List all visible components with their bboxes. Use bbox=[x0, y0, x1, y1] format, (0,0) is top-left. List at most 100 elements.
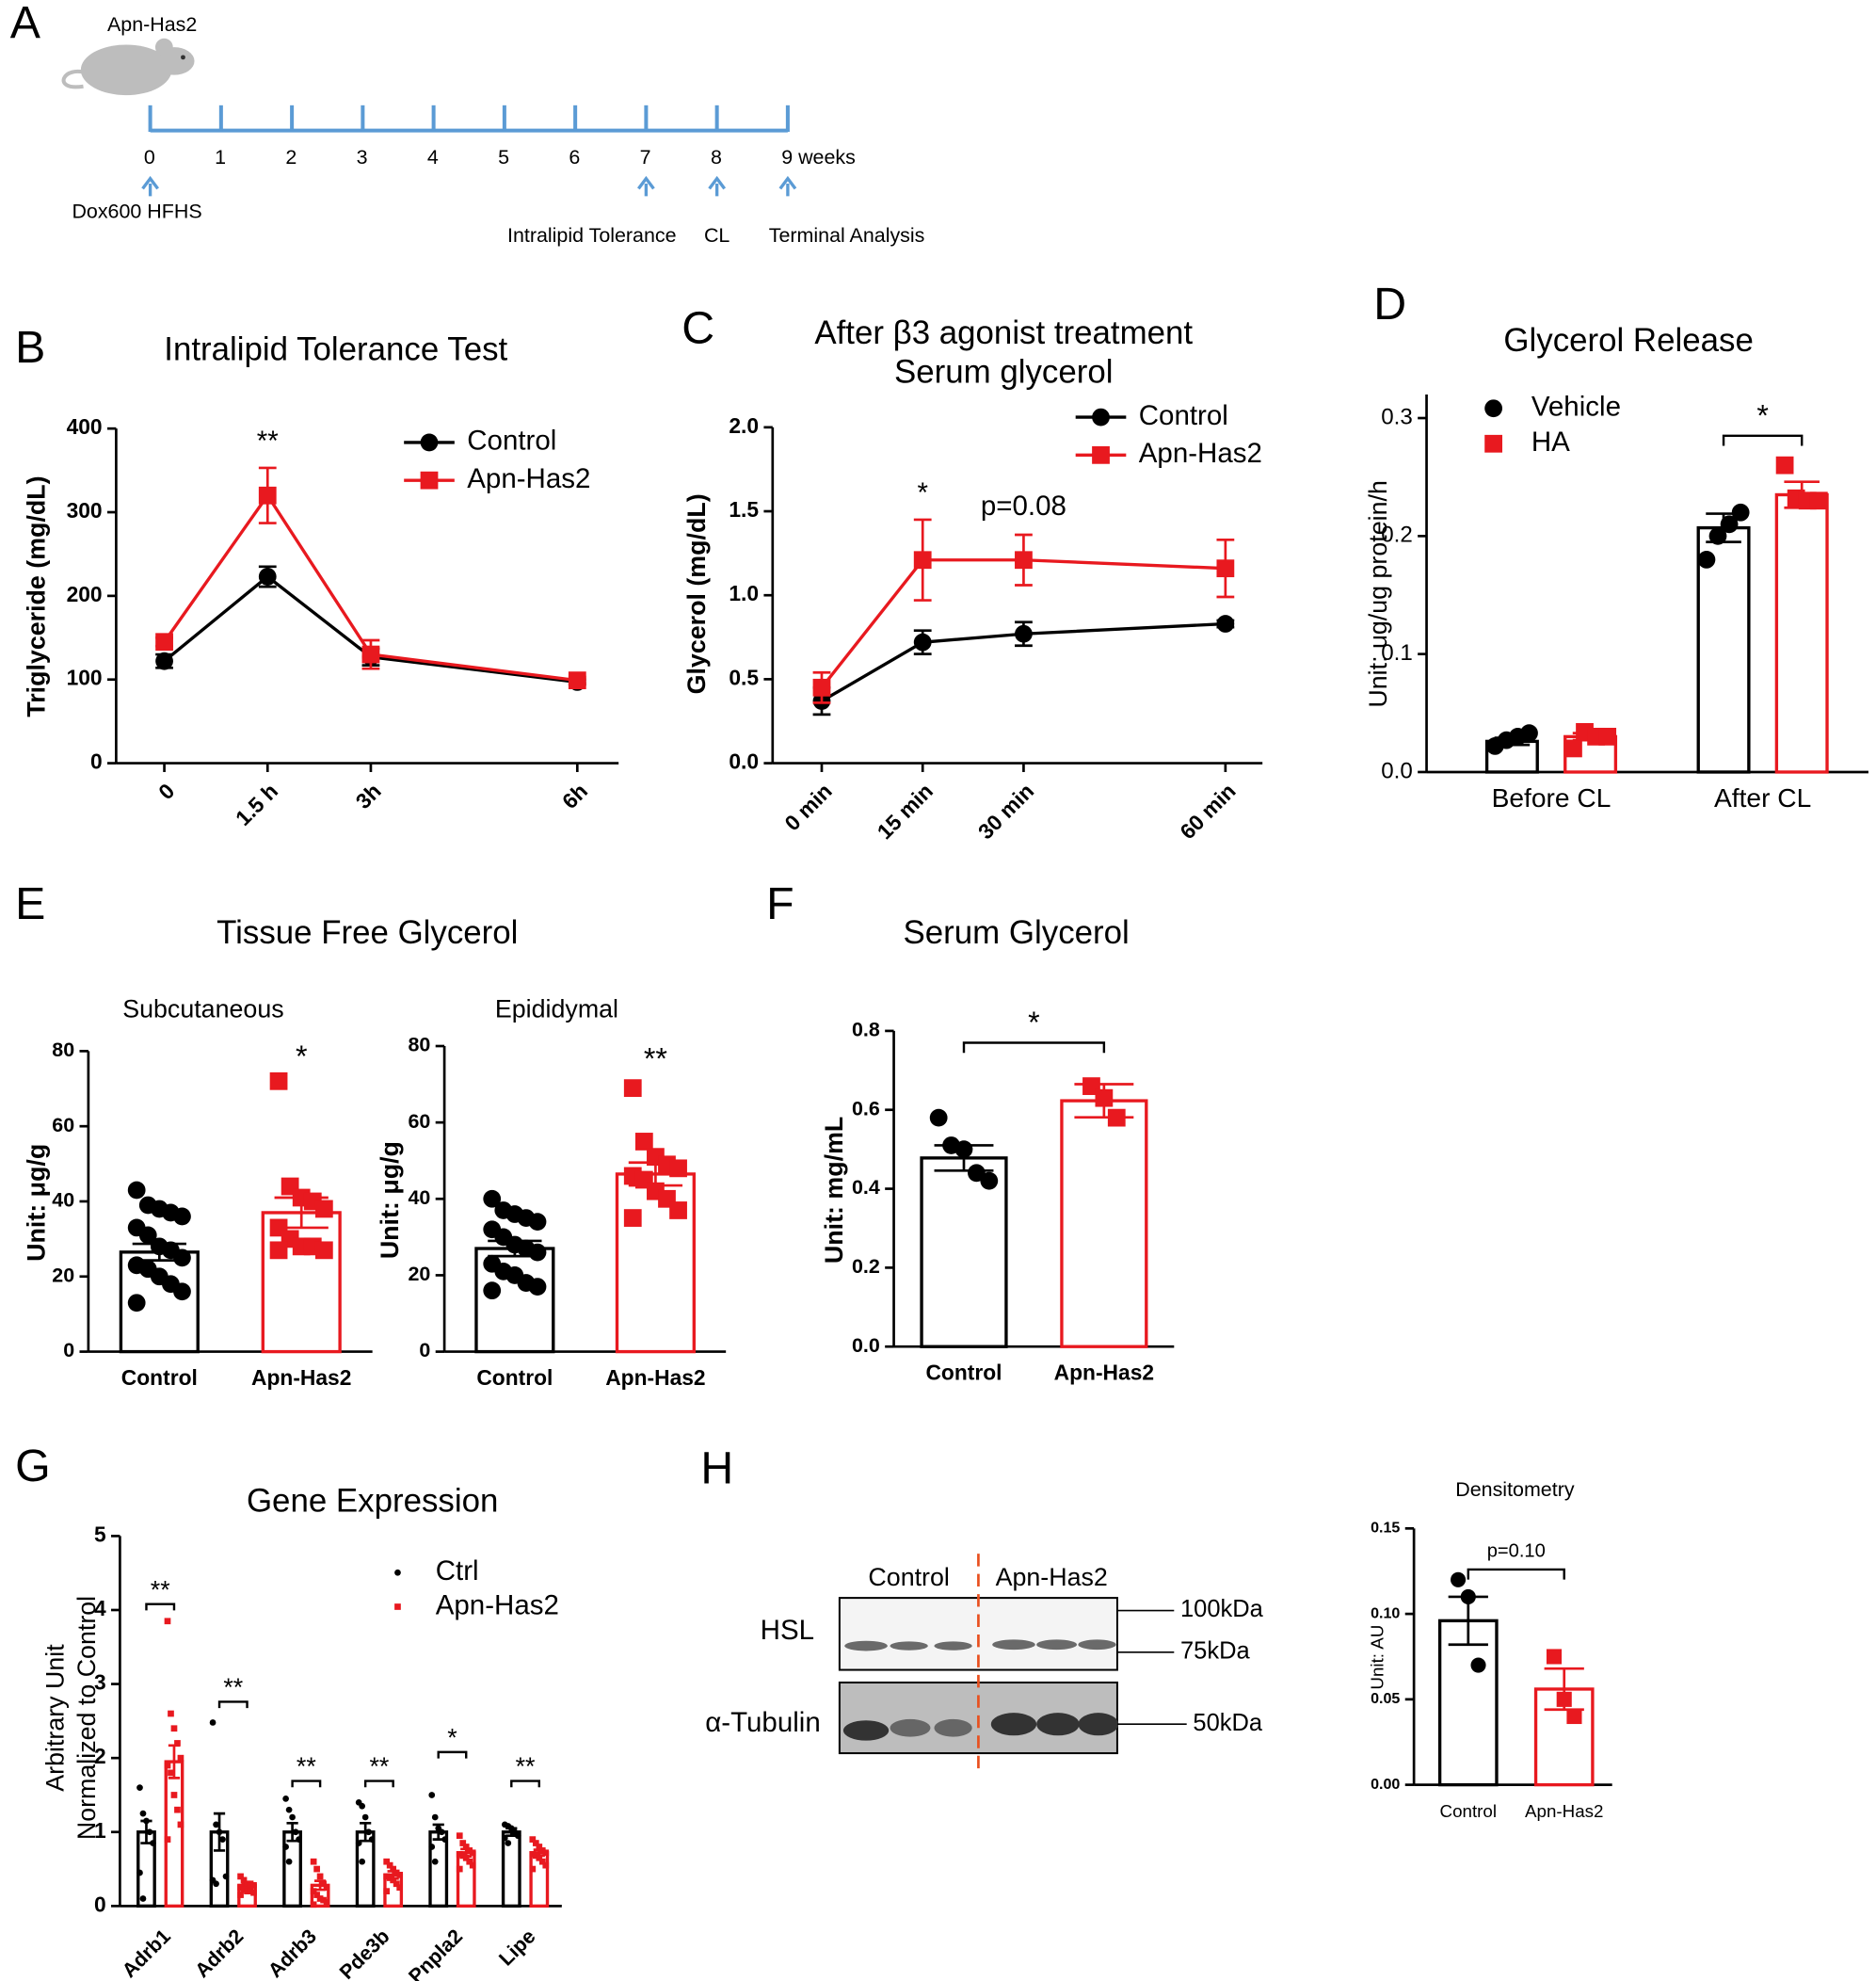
data-point bbox=[1107, 1108, 1126, 1127]
y-tick-label: 0.0 bbox=[852, 1334, 880, 1357]
data-point bbox=[285, 1858, 293, 1865]
chart-subtitle: Serum glycerol bbox=[894, 354, 1113, 391]
data-point bbox=[383, 1873, 391, 1880]
chart-title: Subcutaneous bbox=[122, 995, 283, 1023]
data-point bbox=[258, 568, 277, 586]
data-point bbox=[310, 1888, 317, 1894]
y-tick-label: 1.5 bbox=[729, 497, 759, 522]
y-tick-label: 0.0 bbox=[1381, 758, 1413, 783]
data-point bbox=[1720, 515, 1739, 534]
data-point bbox=[174, 1740, 181, 1747]
band bbox=[1078, 1639, 1116, 1651]
data-point bbox=[365, 1828, 373, 1836]
data-point bbox=[980, 1171, 999, 1190]
data-point bbox=[173, 1207, 191, 1226]
legend-marker bbox=[1092, 445, 1110, 464]
data-point bbox=[237, 1892, 244, 1898]
x-tick-label: Control bbox=[121, 1365, 198, 1390]
data-point bbox=[1015, 624, 1033, 643]
x-tick-label: Adrb1 bbox=[118, 1925, 175, 1981]
y-tick-label: 40 bbox=[408, 1186, 430, 1209]
data-point bbox=[316, 1873, 324, 1880]
band bbox=[842, 1720, 890, 1741]
timeline-tick-label: 8 bbox=[711, 146, 722, 169]
series-line bbox=[163, 492, 578, 683]
chart-title: Glycerol Release bbox=[1503, 322, 1753, 359]
series-line bbox=[163, 574, 578, 684]
tubulin-bands bbox=[842, 1713, 1119, 1741]
annotation: ** bbox=[257, 426, 279, 457]
x-tick-label: 1.5 h bbox=[231, 779, 282, 830]
panel-label: E bbox=[15, 878, 45, 929]
legend-label: Control bbox=[1139, 400, 1228, 431]
band bbox=[1036, 1713, 1080, 1736]
x-tick-label: Apn-Has2 bbox=[605, 1365, 705, 1390]
x-tick-label: Control bbox=[925, 1361, 1002, 1385]
legend-label: Control bbox=[467, 426, 556, 457]
series-line bbox=[821, 621, 1226, 703]
data-point bbox=[469, 1849, 476, 1857]
x-tick-label: Before CL bbox=[1492, 783, 1611, 813]
panel-label: C bbox=[681, 303, 714, 354]
data-point bbox=[316, 1895, 324, 1902]
size-marker-label: 100kDa bbox=[1180, 1596, 1264, 1622]
protein-label: HSL bbox=[761, 1615, 814, 1646]
data-point bbox=[1556, 1691, 1572, 1707]
data-point bbox=[314, 1200, 333, 1218]
significance-bracket bbox=[1722, 434, 1804, 446]
series-line bbox=[820, 558, 1226, 689]
data-point bbox=[138, 1226, 157, 1245]
y-tick-label: 0 bbox=[94, 1892, 106, 1916]
data-point bbox=[1451, 1571, 1467, 1587]
data-point bbox=[913, 633, 932, 652]
legend-marker bbox=[420, 433, 439, 452]
data-point bbox=[177, 1754, 184, 1762]
annotation: * bbox=[1756, 399, 1769, 433]
chart-title: After β3 agonist treatment bbox=[814, 314, 1193, 351]
data-point bbox=[320, 1880, 327, 1888]
data-point bbox=[1566, 1708, 1582, 1725]
x-tick-label: Pnpla2 bbox=[404, 1925, 467, 1981]
x-tick-label: Apn-Has2 bbox=[1054, 1361, 1154, 1385]
y-tick-label: 0.1 bbox=[1381, 640, 1413, 666]
data-point bbox=[812, 678, 831, 697]
data-point bbox=[462, 1844, 470, 1850]
timeline-annotation: Intralipid Tolerance bbox=[507, 224, 677, 247]
data-point bbox=[219, 1836, 226, 1843]
x-tick-label: 30 min bbox=[973, 779, 1038, 844]
data-point bbox=[213, 1880, 219, 1888]
bar bbox=[920, 1156, 1008, 1348]
data-point bbox=[1015, 551, 1033, 570]
annotation: ** bbox=[297, 1752, 316, 1780]
data-point bbox=[456, 1832, 463, 1840]
data-point bbox=[240, 1886, 248, 1893]
legend-label: Ctrl bbox=[436, 1555, 479, 1586]
y-axis-label: Unit: μg/g bbox=[376, 1141, 404, 1259]
data-point bbox=[127, 1294, 146, 1313]
data-point bbox=[355, 1840, 362, 1846]
data-point bbox=[1470, 1657, 1486, 1673]
significance-bracket bbox=[510, 1780, 541, 1788]
chart-title: Gene Expression bbox=[247, 1483, 498, 1520]
y-tick-label: 80 bbox=[408, 1034, 430, 1056]
bar bbox=[615, 1172, 696, 1354]
data-point bbox=[168, 1769, 174, 1777]
x-tick-label: After CL bbox=[1714, 783, 1811, 813]
data-point bbox=[174, 1806, 181, 1813]
data-point bbox=[1460, 1588, 1476, 1604]
data-point bbox=[136, 1784, 143, 1791]
data-point bbox=[323, 1884, 330, 1892]
y-tick-label: 0.6 bbox=[852, 1097, 880, 1119]
y-axis-label: Unit: ug/ug protein/h bbox=[1364, 480, 1392, 707]
data-point bbox=[968, 1164, 986, 1183]
x-tick-label: Control bbox=[476, 1365, 553, 1390]
y-tick-label: 4 bbox=[94, 1596, 106, 1620]
timeline-arrow bbox=[708, 175, 727, 197]
significance-bracket bbox=[217, 1700, 249, 1709]
data-point bbox=[285, 1806, 293, 1813]
y-tick-label: 0.4 bbox=[852, 1176, 880, 1199]
legend-label: Vehicle bbox=[1531, 392, 1621, 423]
data-point bbox=[127, 1181, 146, 1200]
data-point bbox=[213, 1821, 219, 1828]
